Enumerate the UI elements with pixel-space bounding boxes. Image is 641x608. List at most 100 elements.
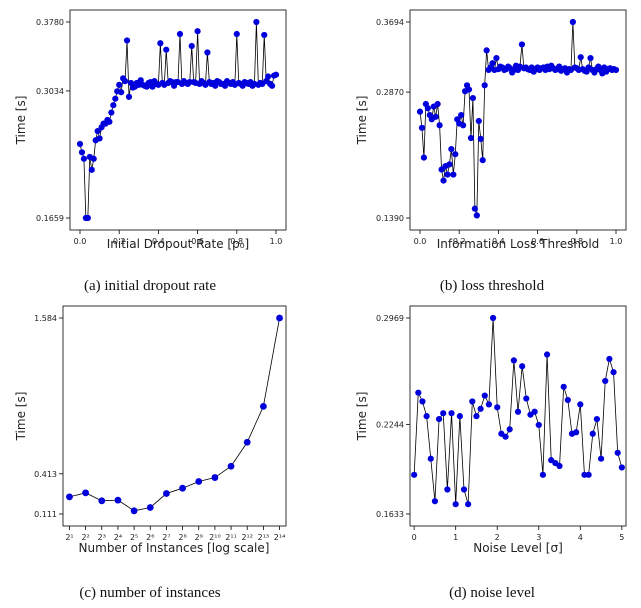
data-point: [602, 377, 609, 385]
data-point: [448, 145, 455, 153]
data-point: [259, 402, 267, 410]
data-point: [114, 496, 122, 504]
data-point: [564, 396, 571, 404]
data-point: [195, 478, 203, 485]
data-point: [188, 42, 195, 50]
data-point: [597, 455, 605, 462]
data-point: [465, 86, 473, 93]
data-point: [432, 113, 439, 120]
series-line: [419, 21, 617, 216]
data-point: [593, 415, 601, 423]
data-point: [116, 81, 123, 88]
xtick-label: 0.2: [453, 237, 466, 246]
data-point: [112, 95, 119, 102]
data-point: [606, 355, 613, 363]
data-point: [272, 71, 280, 78]
data-point: [456, 413, 463, 420]
data-point: [435, 415, 443, 423]
data-point: [96, 135, 103, 142]
caption-a: (a) initial dropout rate: [84, 278, 216, 294]
data-point: [204, 49, 211, 56]
data-point: [80, 155, 88, 162]
xtick-label: 0.8: [570, 237, 583, 246]
data-point: [519, 363, 526, 370]
data-point: [94, 127, 101, 135]
data-point: [444, 486, 451, 493]
panel-a: 0.1659 0.3034 0.3780 0.0 0.2 0.4 0.6 0.8 1.0 Ini…: [14, 9, 287, 294]
xtick-label: 4: [578, 533, 583, 542]
data-point: [589, 430, 596, 437]
xtick-label: 0.4: [492, 237, 505, 246]
data-point: [265, 73, 272, 80]
axes-c: 0.111 0.413 1.584 2¹ 2² 2³ 2⁴ 2⁵ 2⁶ 2⁷ 2⁸ 2⁹ 2¹⁰ 2¹¹ 2…: [34, 314, 285, 542]
xtick-label: 2⁸: [178, 533, 186, 542]
data-point: [163, 490, 170, 497]
data-point: [179, 484, 186, 492]
data-point: [227, 462, 235, 470]
data-point: [467, 134, 475, 142]
xtick-label: 0.0: [74, 237, 87, 246]
xtick-label: 2⁶: [146, 533, 154, 542]
data-point: [481, 392, 488, 399]
data-point: [489, 60, 496, 67]
ytick-label: 0.1633: [376, 510, 404, 519]
xlabel-d: Noise Level [σ]: [473, 541, 563, 555]
xtick-label: 2¹⁰: [209, 533, 221, 542]
ylabel-a: Time [s]: [14, 96, 28, 146]
data-point: [194, 28, 201, 35]
xtick-label: 0: [412, 533, 417, 542]
data-point: [479, 157, 486, 164]
data-point: [618, 464, 625, 471]
xtick-label: 2⁴: [114, 533, 122, 542]
xlabel-c: Number of Instances [log scale]: [79, 541, 270, 555]
ytick-label: 0.413: [34, 470, 57, 479]
data-point: [587, 54, 594, 62]
data-point: [88, 166, 95, 173]
axes-b: 0.1390 0.2870 0.3694 0.0 0.2 0.4 0.6 0.8 1.0: [376, 18, 622, 246]
data-point: [82, 489, 90, 497]
data-point: [419, 398, 426, 405]
xtick-label: 0.2: [113, 237, 126, 246]
data-point: [416, 108, 424, 115]
data-point: [440, 177, 447, 184]
data-point: [531, 408, 538, 415]
xlabel-a: Initial Dropout Rate [p₀]: [107, 237, 249, 251]
data-point: [523, 395, 530, 402]
xtick-label: 0.6: [191, 237, 204, 246]
data-point: [110, 102, 117, 109]
data-point: [130, 507, 138, 515]
data-point: [90, 155, 97, 162]
ytick-label: 0.2870: [376, 88, 404, 97]
axes-d: 0.1633 0.2244 0.2969 0 1 2 3 4 5: [376, 314, 625, 542]
ytick-label: 1.584: [34, 314, 57, 323]
data-point: [424, 105, 431, 112]
data-point: [106, 118, 113, 125]
data-point: [514, 408, 522, 415]
data-point: [612, 66, 620, 74]
data-point: [427, 455, 434, 462]
caption-b: (b) loss threshold: [440, 278, 545, 294]
data-point: [560, 383, 567, 390]
data-point: [485, 401, 493, 408]
series-line: [69, 317, 280, 512]
data-point: [415, 389, 422, 396]
ytick-label: 0.3780: [36, 18, 64, 27]
data-point: [610, 369, 617, 376]
data-point: [418, 124, 426, 131]
ytick-label: 0.1390: [376, 214, 404, 223]
panel-d: 0.1633 0.2244 0.2969 0 1 2 3 4 5 Noise Level [σ]…: [355, 305, 627, 601]
data-point: [243, 438, 251, 446]
data-point: [452, 501, 459, 508]
xtick-label: 2¹²: [241, 533, 253, 542]
data-point: [76, 140, 84, 148]
ytick-label: 0.3034: [36, 87, 64, 96]
data-point: [573, 429, 580, 436]
data-point: [123, 37, 131, 44]
data-point: [473, 212, 480, 219]
data-point: [477, 405, 484, 412]
data-point: [157, 40, 164, 47]
data-point: [577, 54, 584, 61]
data-point: [423, 413, 430, 420]
xtick-label: 0.8: [230, 237, 243, 246]
